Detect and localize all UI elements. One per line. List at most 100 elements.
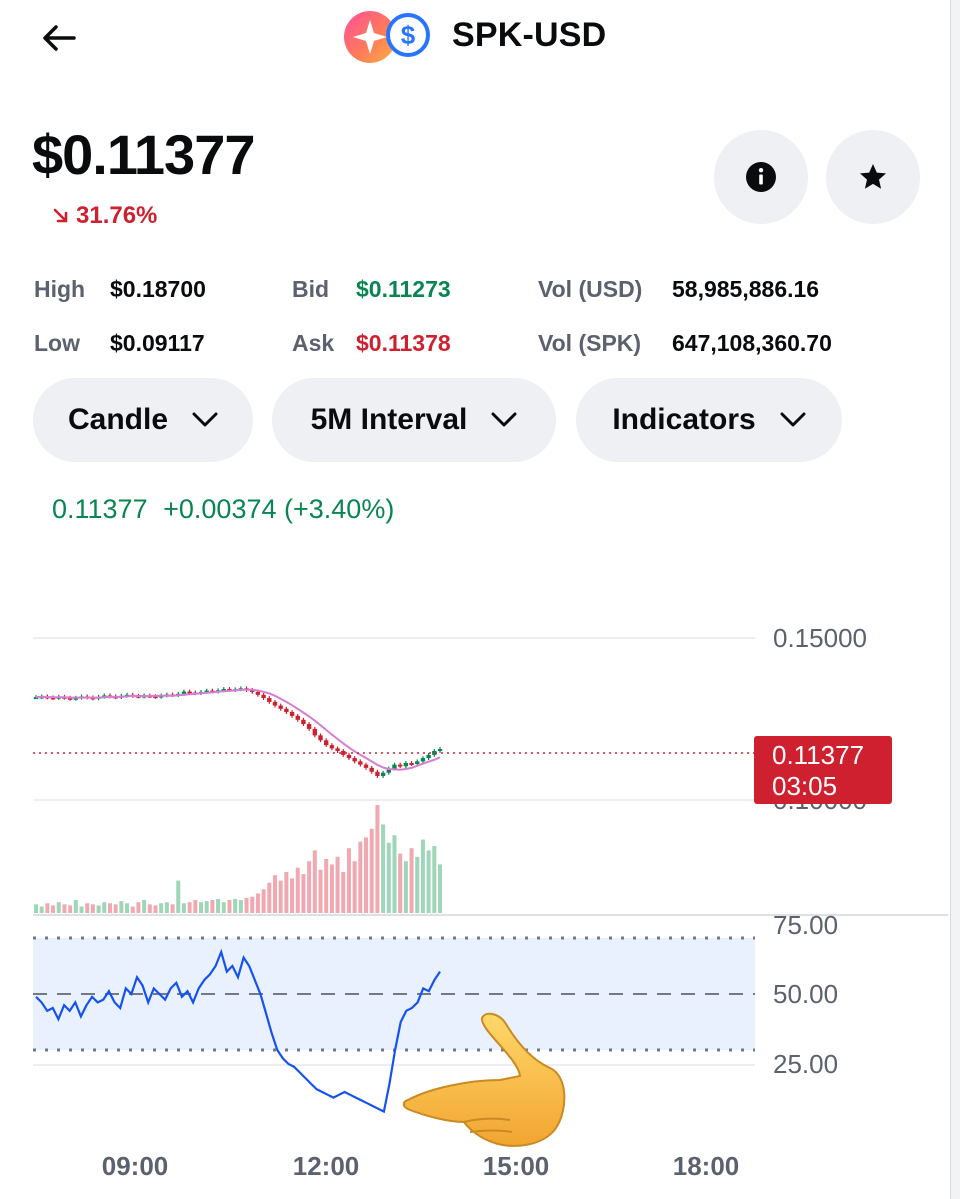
volume-bar: [318, 869, 323, 913]
volume-bar: [386, 842, 391, 913]
volume-bar: [204, 901, 209, 913]
candle-body: [386, 768, 391, 773]
scrollbar-edge: [950, 0, 960, 1199]
moving-average-line: [35, 688, 441, 771]
volume-bar: [272, 875, 277, 913]
volume-bar: [284, 871, 289, 913]
volume-bar: [267, 882, 272, 913]
candle-body: [187, 691, 192, 694]
chevron-down-icon: [780, 412, 806, 427]
info-button[interactable]: [714, 130, 808, 224]
stat-vol-spk: Vol (SPK): [538, 330, 641, 357]
volume-bar: [244, 897, 249, 913]
current-price-tag: 0.11377 03:05: [754, 736, 892, 804]
current-price-tag-value: 0.11377: [772, 740, 865, 770]
volume-bar: [51, 905, 56, 913]
rsi-axis-label: 50.00: [773, 979, 838, 1009]
volume-bar: [358, 841, 363, 913]
candle-body: [375, 771, 380, 776]
price-axis-label: 0.15000: [773, 623, 867, 653]
stat-vol-usd: Vol (USD): [538, 276, 642, 303]
candle-body: [352, 758, 357, 762]
volume-bar: [39, 906, 44, 913]
chevron-down-icon: [192, 412, 218, 427]
stat-high: High: [34, 276, 85, 303]
indicators-dropdown[interactable]: Indicators: [576, 378, 842, 462]
volume-bar: [364, 837, 369, 913]
volume-bar: [346, 848, 351, 913]
current-price: $0.11377: [32, 123, 255, 186]
arrow-left-icon: [43, 25, 76, 51]
volume-bar: [113, 904, 118, 913]
candle-body: [363, 764, 369, 768]
chevron-down-icon: [491, 412, 517, 427]
volume-bar: [164, 902, 169, 913]
stat-ask-value: $0.11378: [356, 330, 451, 356]
volume-bar: [375, 805, 380, 913]
stat-vol-usd-value-wrap: 58,985,886.16: [672, 276, 819, 303]
star-icon: [860, 164, 886, 189]
stat-ask-value-wrap: $0.11378: [356, 330, 451, 357]
volume-bar: [381, 824, 386, 913]
volume-bar: [392, 835, 397, 913]
volume-bar: [438, 864, 442, 913]
volume-bar: [68, 905, 73, 913]
candle-body: [272, 701, 278, 706]
stat-bid-value: $0.11273: [356, 276, 451, 302]
candle-body: [397, 764, 403, 767]
interval-label: 5M Interval: [310, 403, 468, 436]
volume-bar: [341, 871, 346, 913]
volume-bar: [409, 848, 414, 913]
volume-bars: [34, 805, 442, 913]
candle-body: [301, 719, 306, 725]
usd-coin-logo: $: [386, 13, 430, 57]
volume-bar: [227, 900, 232, 913]
favorite-button[interactable]: [826, 130, 920, 224]
candle-body: [318, 735, 323, 741]
svg-text:$: $: [401, 20, 416, 50]
volume-bar: [102, 902, 107, 913]
ohlc-last: 0.11377: [52, 494, 148, 524]
volume-bar: [181, 903, 186, 913]
candles: [33, 686, 443, 778]
candle-body: [50, 697, 56, 700]
candle-body: [181, 691, 187, 694]
volume-bar: [352, 861, 357, 913]
volume-bar: [90, 904, 95, 913]
back-button[interactable]: [38, 18, 82, 58]
chart-type-dropdown[interactable]: Candle: [33, 378, 253, 462]
pair-logos: $: [344, 11, 434, 65]
candle-body: [346, 754, 352, 759]
volume-bar: [136, 902, 141, 913]
candle-body: [67, 697, 73, 700]
candle-body: [420, 758, 426, 762]
volume-bar: [216, 898, 221, 913]
candle-body: [380, 772, 386, 776]
stat-bid: Bid: [292, 276, 329, 303]
ohlc-delta: +0.00374: [163, 494, 277, 524]
stat-high-value-wrap: $0.18700: [110, 276, 206, 303]
volume-bar: [312, 850, 317, 913]
candle-body: [33, 697, 39, 700]
volume-bar: [295, 867, 300, 913]
candle-body: [306, 724, 312, 729]
volume-bar: [119, 901, 124, 913]
rsi-axis-label: 75.00: [773, 910, 838, 940]
interval-dropdown[interactable]: 5M Interval: [272, 378, 556, 462]
header: $ SPK-USD: [0, 0, 950, 80]
volume-bar: [79, 906, 84, 913]
candle-body: [295, 715, 300, 720]
volume-bar: [142, 900, 147, 913]
info-icon: [746, 162, 776, 192]
stat-ask: Ask: [292, 330, 334, 357]
volume-bar: [45, 903, 50, 913]
chart-grid: [33, 637, 948, 1066]
volume-bar: [398, 853, 403, 913]
candle-body: [409, 762, 414, 765]
stat-vol-usd-label: Vol (USD): [538, 276, 643, 302]
volume-bar: [250, 896, 255, 913]
volume-bar: [420, 839, 425, 913]
candle-body: [403, 762, 409, 767]
candle-body: [369, 767, 374, 772]
volume-bar: [301, 874, 306, 913]
